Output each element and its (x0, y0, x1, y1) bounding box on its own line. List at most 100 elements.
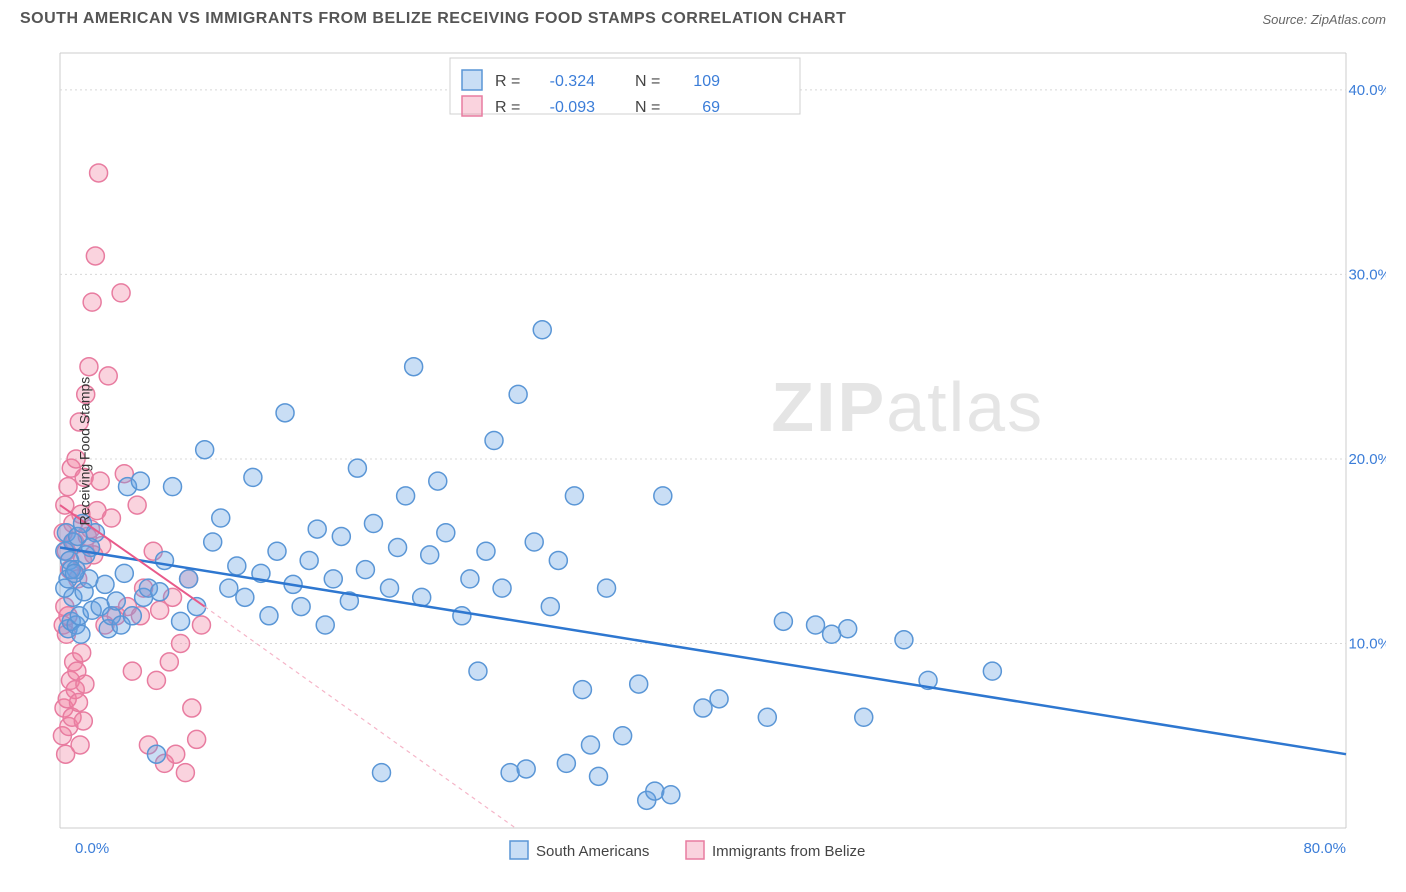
data-point (147, 745, 165, 763)
legend-r-label: R = (495, 99, 520, 116)
legend-n-value: 109 (693, 73, 720, 90)
data-point (598, 579, 616, 597)
data-point (694, 699, 712, 717)
data-point (316, 616, 334, 634)
legend-n-label: N = (635, 99, 660, 116)
data-point (99, 367, 117, 385)
data-point (180, 570, 198, 588)
data-point (509, 385, 527, 403)
data-point (654, 487, 672, 505)
y-tick-label: 10.0% (1348, 635, 1386, 652)
data-point (397, 487, 415, 505)
data-point (389, 539, 407, 557)
data-point (429, 472, 447, 490)
data-point (73, 644, 91, 662)
data-point (710, 690, 728, 708)
data-point (469, 662, 487, 680)
data-point (86, 247, 104, 265)
source-attribution: Source: ZipAtlas.com (1262, 12, 1386, 27)
data-point (220, 579, 238, 597)
data-point (662, 786, 680, 804)
data-point (533, 321, 551, 339)
data-point (823, 625, 841, 643)
data-point (437, 524, 455, 542)
data-point (107, 592, 125, 610)
legend-series-label: Immigrants from Belize (712, 843, 865, 860)
data-point (69, 694, 87, 712)
data-point (164, 478, 182, 496)
data-point (188, 730, 206, 748)
data-point (461, 570, 479, 588)
data-point (855, 708, 873, 726)
data-point (212, 509, 230, 527)
data-point (807, 616, 825, 634)
data-point (646, 782, 664, 800)
data-point (260, 607, 278, 625)
data-point (405, 358, 423, 376)
data-point (176, 764, 194, 782)
y-axis-label: Receiving Food Stamps (76, 376, 92, 525)
data-point (192, 616, 210, 634)
trend-line-extension (205, 607, 516, 828)
data-point (573, 681, 591, 699)
data-point (332, 527, 350, 545)
data-point (549, 551, 567, 569)
legend-n-label: N = (635, 73, 660, 90)
data-point (131, 472, 149, 490)
data-point (630, 675, 648, 693)
legend-n-value: 69 (702, 99, 720, 116)
data-point (96, 575, 114, 593)
chart-title: SOUTH AMERICAN VS IMMIGRANTS FROM BELIZE… (20, 10, 846, 28)
data-point (276, 404, 294, 422)
data-point (300, 551, 318, 569)
data-point (758, 708, 776, 726)
data-point (774, 612, 792, 630)
data-point (74, 712, 92, 730)
legend-r-value: -0.093 (550, 99, 595, 116)
data-point (90, 164, 108, 182)
data-point (155, 551, 173, 569)
data-point (983, 662, 1001, 680)
data-point (356, 561, 374, 579)
data-point (91, 472, 109, 490)
data-point (348, 459, 366, 477)
data-point (292, 598, 310, 616)
data-point (172, 612, 190, 630)
x-tick-label: 80.0% (1303, 840, 1346, 857)
data-point (183, 699, 201, 717)
data-point (453, 607, 471, 625)
data-point (196, 441, 214, 459)
data-point (59, 478, 77, 496)
data-point (76, 675, 94, 693)
data-point (541, 598, 559, 616)
data-point (160, 653, 178, 671)
data-point (839, 620, 857, 638)
data-point (525, 533, 543, 551)
data-point (83, 293, 101, 311)
legend-swatch (462, 70, 482, 90)
scatter-chart: 10.0%20.0%30.0%40.0%0.0%80.0%R =-0.324N … (20, 33, 1386, 868)
data-point (268, 542, 286, 560)
data-point (72, 625, 90, 643)
data-point (485, 432, 503, 450)
data-point (421, 546, 439, 564)
data-point (71, 736, 89, 754)
data-point (364, 515, 382, 533)
data-point (167, 745, 185, 763)
data-point (614, 727, 632, 745)
data-point (557, 754, 575, 772)
data-point (373, 764, 391, 782)
data-point (501, 764, 519, 782)
data-point (128, 496, 146, 514)
legend-swatch (686, 841, 704, 859)
data-point (228, 557, 246, 575)
x-tick-label: 0.0% (75, 840, 109, 857)
data-point (204, 533, 222, 551)
data-point (565, 487, 583, 505)
data-point (123, 662, 141, 680)
data-point (147, 671, 165, 689)
data-point (172, 634, 190, 652)
legend-r-value: -0.324 (550, 73, 595, 90)
trend-line (60, 548, 1346, 755)
data-point (493, 579, 511, 597)
